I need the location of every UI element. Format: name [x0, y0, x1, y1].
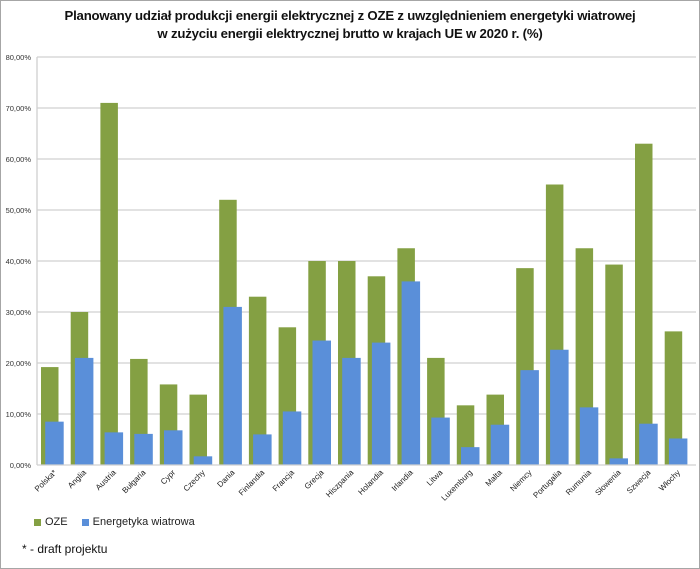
- bar-oze-19: [605, 264, 623, 465]
- x-tick-label: Rumunia: [564, 468, 593, 497]
- x-tick-label: Holandia: [356, 468, 385, 497]
- x-tick-label: Portugalia: [531, 468, 563, 500]
- bar-wind-0: [45, 421, 64, 465]
- x-tick-label: Irlandia: [390, 468, 415, 493]
- x-tick-label: Hiszpania: [324, 468, 356, 500]
- bar-wind-13: [431, 417, 450, 465]
- legend-item-wind: Energetyka wiatrowa: [81, 516, 195, 528]
- bar-wind-17: [550, 349, 569, 465]
- bar-wind-8: [282, 411, 302, 465]
- bar-oze-20: [635, 143, 653, 465]
- bar-wind-6: [223, 306, 242, 465]
- legend-swatch-oze: [34, 518, 41, 526]
- legend-label-oze: OZE: [45, 516, 68, 528]
- chart-title-line-1: Planowany udział produkcji energii elekt…: [64, 8, 636, 23]
- bar-wind-16: [520, 370, 539, 465]
- bar-wind-7: [253, 434, 272, 465]
- bar-wind-14: [461, 447, 480, 465]
- legend-label-wind: Energetyka wiatrowa: [92, 516, 195, 528]
- x-tick-label: Niemcy: [508, 468, 533, 493]
- x-tick-label: Litwa: [425, 468, 445, 488]
- x-tick-label: Francja: [271, 468, 297, 494]
- bar-wind-18: [579, 407, 599, 465]
- bar-wind-21: [668, 438, 688, 465]
- y-axis-tick-labels: 0,00% 10,00% 20,00% 30,00% 40,00% 50,00% 60,00…: [6, 53, 32, 470]
- x-tick-label: Dania: [215, 468, 237, 490]
- bar-wind-11: [371, 342, 391, 465]
- y-tick-label: 60,00%: [6, 155, 32, 164]
- x-tick-label: Słowenia: [593, 468, 623, 498]
- bar-wind-9: [312, 340, 331, 465]
- y-tick-label: 80,00%: [6, 53, 32, 62]
- y-tick-label: 70,00%: [6, 104, 32, 113]
- bar-oze-2: [100, 102, 118, 466]
- bar-oze-21: [664, 331, 683, 465]
- bar-wind-10: [342, 357, 361, 465]
- x-tick-label: Finlandia: [237, 468, 267, 498]
- x-axis-tick-labels: Polska* Anglia Austria Bułgaria Cypr Czechy Da…: [33, 468, 682, 503]
- legend-item-oze: OZE: [34, 516, 68, 528]
- x-tick-label: Luxemburg: [440, 468, 475, 503]
- bar-wind-2: [104, 432, 124, 465]
- x-tick-label: Bułgaria: [120, 468, 148, 496]
- legend: OZE Energetyka wiatrowa: [34, 516, 195, 528]
- bar-wind-15: [490, 424, 510, 465]
- y-tick-label: 40,00%: [6, 257, 32, 266]
- x-tick-label: Włochy: [657, 468, 682, 493]
- bar-oze-7: [248, 296, 267, 465]
- legend-swatch-wind: [81, 518, 89, 526]
- bar-wind-4: [164, 430, 183, 465]
- footnote: * - draft projektu: [22, 542, 108, 556]
- bars: [41, 102, 688, 466]
- x-tick-label: Polska*: [33, 468, 59, 494]
- bar-wind-19: [609, 458, 628, 465]
- bar-wind-20: [639, 423, 658, 465]
- x-tick-label: Grecja: [303, 468, 326, 491]
- y-tick-label: 20,00%: [6, 359, 32, 368]
- y-tick-label: 10,00%: [6, 410, 32, 419]
- bar-wind-12: [401, 281, 421, 465]
- x-tick-label: Malta: [484, 468, 505, 489]
- x-tick-label: Szwecja: [625, 468, 653, 496]
- bar-wind-5: [193, 456, 213, 465]
- x-tick-label: Anglia: [66, 468, 88, 490]
- x-tick-label: Czechy: [182, 468, 207, 493]
- y-tick-label: 50,00%: [6, 206, 32, 215]
- bar-oze-5: [189, 394, 207, 465]
- chart-title-line-2: w zużyciu energii elektrycznej brutto w …: [157, 26, 543, 41]
- y-tick-label: 30,00%: [6, 308, 32, 317]
- x-tick-label: Austria: [94, 468, 118, 492]
- bar-wind-1: [74, 357, 94, 465]
- chart-title: Planowany udział produkcji energii elekt…: [0, 7, 700, 43]
- y-tick-label: 0,00%: [10, 461, 32, 470]
- x-tick-label: Cypr: [159, 468, 178, 487]
- bar-wind-3: [134, 433, 153, 465]
